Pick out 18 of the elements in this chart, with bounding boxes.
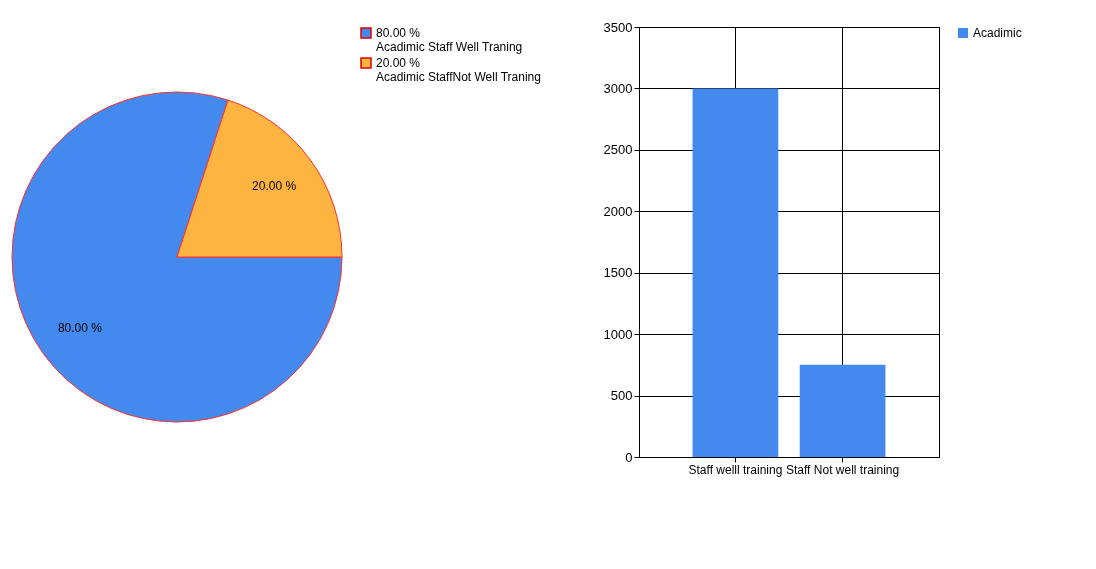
text: 80.00 % (376, 26, 421, 40)
text: 20.00 % (376, 56, 421, 70)
y-tick-label: 0 (625, 449, 633, 465)
data-label: 20.00 % (252, 179, 297, 194)
legend-label: Acadimic StaffNot Well Traning (376, 70, 541, 84)
y-tick-label: 2500 (603, 142, 633, 158)
legend-label: Acadimic (973, 26, 1022, 40)
pie-slice (11, 91, 343, 423)
y-tick-label: 1500 (603, 265, 633, 281)
y-tick-label: 2000 (603, 203, 633, 219)
y-tick-label: 500 (610, 388, 633, 404)
y-tick-label: 3000 (603, 80, 633, 96)
y-tick-label: 3500 (603, 19, 633, 35)
x-tick-label: Staff Not well training (785, 462, 900, 477)
y-tick-label: 1000 (603, 326, 633, 342)
data-label: 80.00 % (57, 320, 103, 335)
legend-label: Acadimic Staff Well Traning (376, 40, 523, 54)
x-tick-label: Staff welll training (688, 462, 783, 477)
